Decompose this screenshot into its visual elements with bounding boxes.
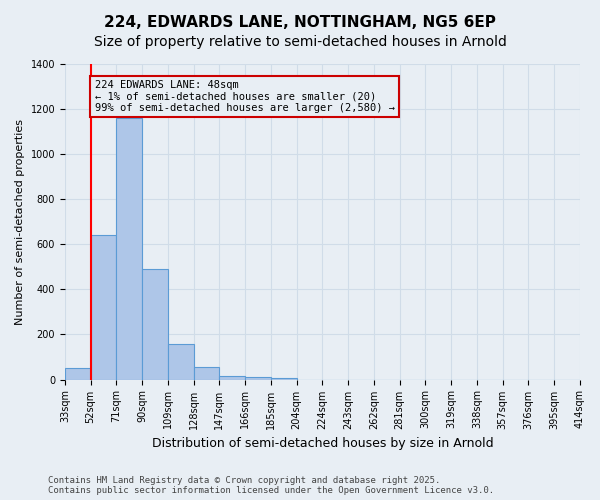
X-axis label: Distribution of semi-detached houses by size in Arnold: Distribution of semi-detached houses by … [152, 437, 493, 450]
Bar [194, 367, 220, 380]
Text: Size of property relative to semi-detached houses in Arnold: Size of property relative to semi-detach… [94, 35, 506, 49]
Bar [245, 377, 271, 380]
Text: 224, EDWARDS LANE, NOTTINGHAM, NG5 6EP: 224, EDWARDS LANE, NOTTINGHAM, NG5 6EP [104, 15, 496, 30]
Text: 224 EDWARDS LANE: 48sqm
← 1% of semi-detached houses are smaller (20)
99% of sem: 224 EDWARDS LANE: 48sqm ← 1% of semi-det… [95, 80, 395, 113]
Bar [65, 368, 91, 380]
Bar [271, 378, 296, 380]
Bar [142, 269, 168, 380]
Text: Contains HM Land Registry data © Crown copyright and database right 2025.
Contai: Contains HM Land Registry data © Crown c… [48, 476, 494, 495]
Y-axis label: Number of semi-detached properties: Number of semi-detached properties [15, 119, 25, 325]
Bar [220, 376, 245, 380]
Bar [91, 236, 116, 380]
Bar [116, 118, 142, 380]
Bar [168, 344, 194, 380]
